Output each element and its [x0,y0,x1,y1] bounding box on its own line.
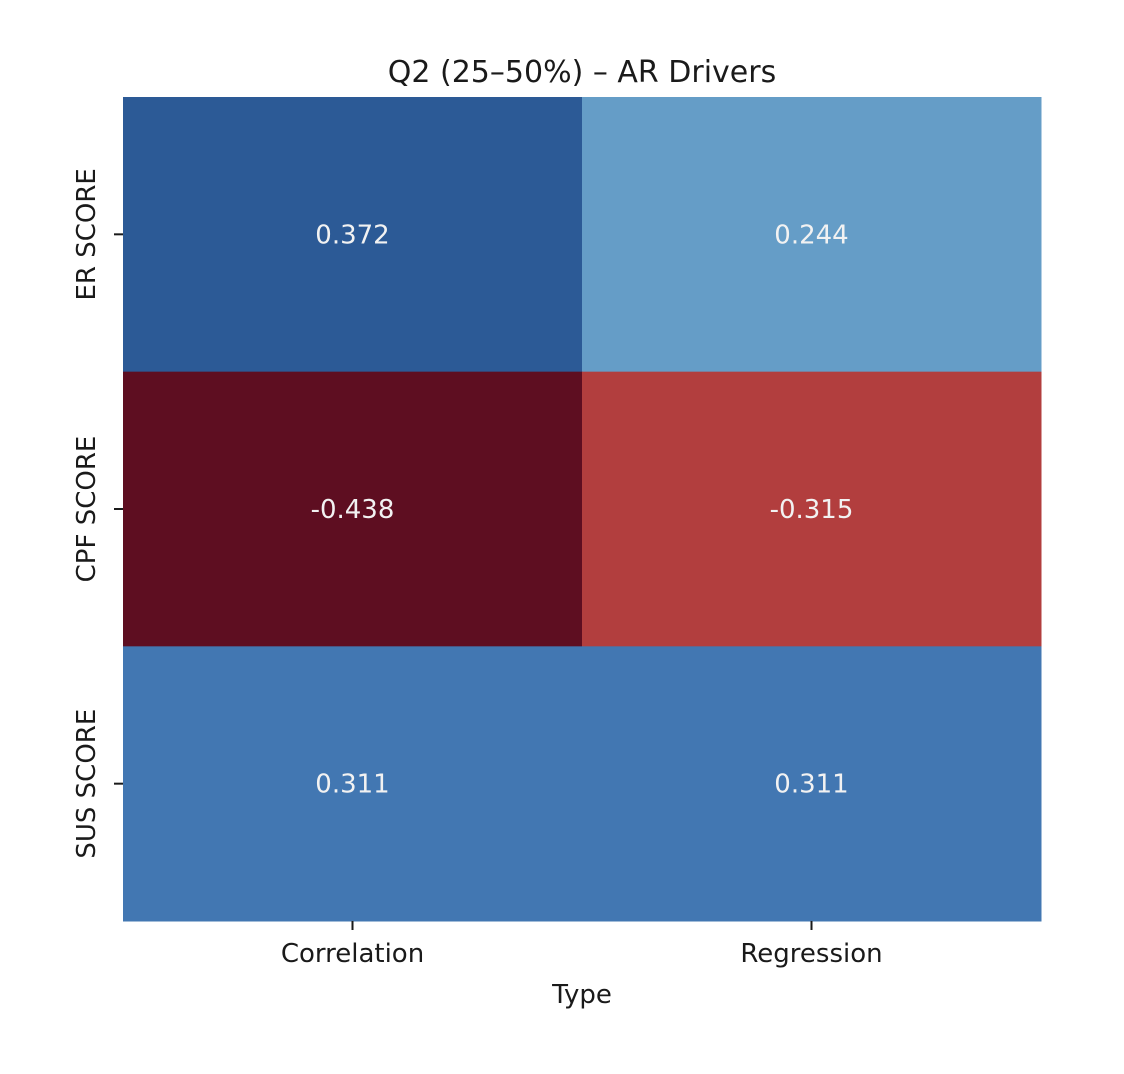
y-tick-label: SUS SCORE [72,709,102,859]
heatmap-cell [582,371,1042,647]
cell-value-label: 0.372 [315,220,389,250]
cell-value-label: -0.315 [770,495,854,525]
cell-value-label: -0.438 [311,495,395,525]
y-tick-label: ER SCORE [72,168,102,300]
x-tick-label: Correlation [281,939,424,969]
heatmap-cells [123,97,1042,922]
x-tick-label: Regression [740,939,882,969]
heatmap-cell [123,97,583,373]
heatmap-cell-labels: 0.372 0.244 -0.438 -0.315 0.311 0.311 [311,220,854,799]
heatmap-cell [582,97,1042,373]
heatmap-cell [582,646,1042,922]
x-axis: Correlation Regression [281,921,883,969]
x-axis-label: Type [551,980,612,1010]
cell-value-label: 0.244 [774,220,848,250]
cell-value-label: 0.311 [774,770,848,800]
heatmap-cell [123,371,583,647]
y-tick-label: CPF SCORE [72,436,102,583]
cell-value-label: 0.311 [315,770,389,800]
chart-title: Q2 (25–50%) – AR Drivers [388,55,776,90]
heatmap-cell [123,646,583,922]
y-axis: ER SCORE CPF SCORE SUS SCORE [72,168,123,859]
